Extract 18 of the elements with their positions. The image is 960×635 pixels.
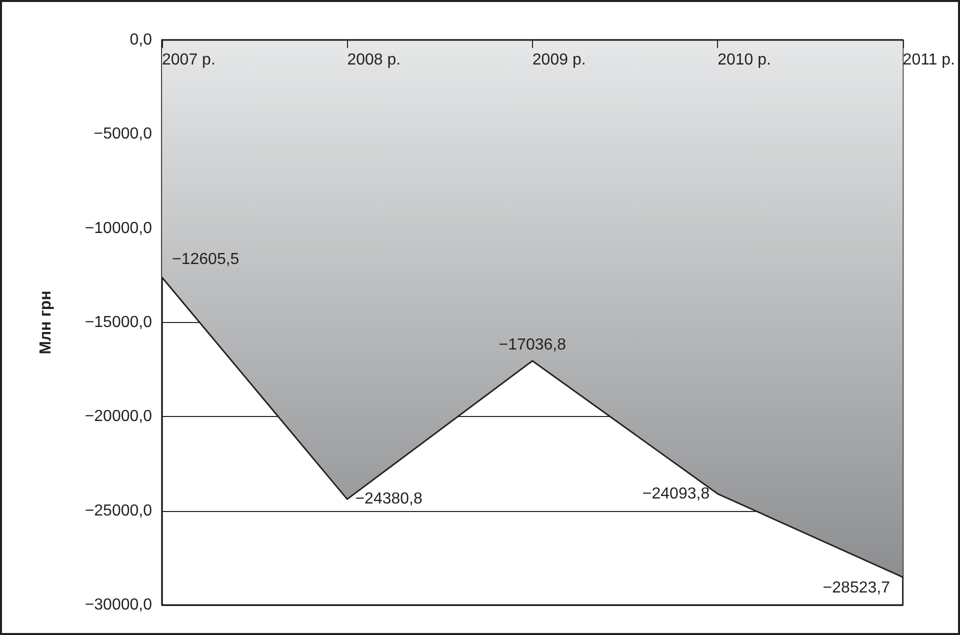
y-tick-label: 0,0 <box>130 32 152 48</box>
y-axis-title: Млн грн <box>38 290 54 354</box>
x-tick-label: 2007 р. <box>162 52 216 68</box>
y-tick-label: −10000,0 <box>84 220 152 237</box>
data-label: −12605,5 <box>172 250 240 268</box>
data-label: −24093,8 <box>642 485 710 502</box>
y-tick-label: −5000,0 <box>94 126 152 143</box>
data-label: −17036,8 <box>498 336 566 354</box>
y-tick-label: −20000,0 <box>84 408 152 426</box>
y-tick-label: −25000,0 <box>84 502 152 520</box>
x-tick-label: 2010 р. <box>718 52 771 68</box>
y-tick-label: −15000,0 <box>84 314 152 331</box>
y-tick-label: −30000,0 <box>84 596 152 614</box>
x-tick-label: 2008 р. <box>347 52 401 68</box>
x-tick-label: 2011 р. <box>902 52 956 68</box>
x-tick-label: 2009 р. <box>532 52 586 68</box>
data-label: −24380,8 <box>355 490 422 508</box>
data-label: −28523,7 <box>822 580 890 597</box>
